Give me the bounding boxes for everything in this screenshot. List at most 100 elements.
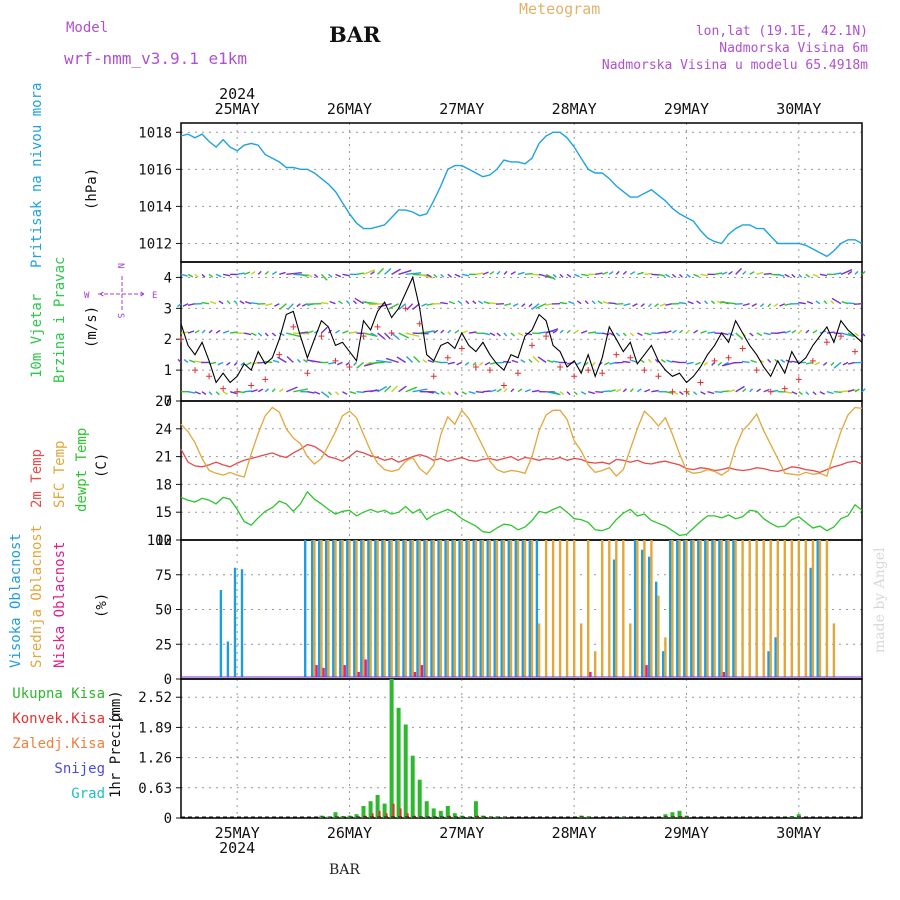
y-tick-label: 0.63 xyxy=(138,781,172,797)
wind-arrow xyxy=(349,331,358,334)
wind-arrow xyxy=(286,386,298,393)
x-day-label-bottom: 29MAY xyxy=(664,824,709,842)
wind-arrow xyxy=(363,269,376,276)
y-tick-label: 12 xyxy=(155,533,172,549)
wind-arrow xyxy=(842,361,849,366)
compass-arrows xyxy=(98,276,146,312)
wind-arrow xyxy=(658,273,666,277)
wind-arrow xyxy=(559,329,564,334)
wind-arrow xyxy=(489,302,498,305)
wind-gust-marker xyxy=(178,336,184,343)
precip-convective-bar xyxy=(392,803,395,818)
wind-arrow xyxy=(478,300,484,305)
cloud-bar xyxy=(657,595,660,677)
wind-arrow xyxy=(559,301,568,305)
temp-axis-title-3: dewpt Temp xyxy=(74,427,90,512)
wind-arrow xyxy=(665,330,672,334)
wind-arrow xyxy=(741,360,750,364)
wind-arrow xyxy=(693,273,700,278)
wind-arrow xyxy=(356,361,364,369)
wind-arrow xyxy=(658,331,666,334)
wind-arrow xyxy=(831,297,842,305)
wind-axis-title-2: Brzina i Pravac xyxy=(52,256,68,383)
wind-arrow xyxy=(440,391,445,396)
wind-arrow xyxy=(405,386,418,393)
wind-arrow xyxy=(521,303,526,308)
wind-arrow xyxy=(412,388,428,393)
precip-total-bar xyxy=(438,810,443,818)
wind-arrow xyxy=(608,271,614,275)
wind-arrow xyxy=(847,270,853,275)
cloud-bar xyxy=(767,651,770,677)
wind-arrow xyxy=(573,329,579,334)
wind-gust-marker xyxy=(430,373,437,380)
wind-arrow xyxy=(388,303,399,310)
pressure-axis-unit: (hPa) xyxy=(84,167,100,210)
wind-arrow xyxy=(391,385,398,393)
wind-arrow xyxy=(524,332,533,336)
wind-arrow xyxy=(615,388,622,393)
cloud-bar xyxy=(804,540,807,677)
wind-arrow xyxy=(510,271,516,275)
wind-arrow xyxy=(454,391,459,396)
wind-arrow xyxy=(440,329,445,334)
wind-arrow xyxy=(622,270,627,275)
wind-arrow xyxy=(447,273,452,278)
wind-arrow xyxy=(421,303,428,307)
cloud-bar xyxy=(655,581,658,677)
cloud-bar xyxy=(816,540,819,677)
wind-arrow xyxy=(277,356,287,363)
wind-arrow xyxy=(226,361,231,366)
wind-arrow xyxy=(717,361,723,366)
wind-arrow xyxy=(830,361,835,366)
wind-arrow xyxy=(679,391,684,396)
wind-arrow xyxy=(568,300,575,305)
wind-arrow xyxy=(573,391,578,396)
wind-arrow xyxy=(784,303,792,306)
wind-arrow xyxy=(496,332,501,337)
cloud-bar xyxy=(413,672,417,677)
wind-gust-marker xyxy=(795,376,802,383)
wind-arrow xyxy=(454,329,460,334)
wind-gust-marker xyxy=(234,388,241,395)
wind-arrow xyxy=(209,300,217,305)
wind-arrow xyxy=(798,391,803,396)
wind-arrow xyxy=(265,303,273,307)
wind-arrow xyxy=(854,303,863,305)
wind-arrow xyxy=(686,329,691,334)
y-tick-label: 18 xyxy=(155,477,172,493)
wind-arrow xyxy=(279,303,287,311)
wind-arrow xyxy=(609,361,617,365)
wind-arrow xyxy=(433,329,439,334)
cloud-bar xyxy=(458,540,461,677)
cloud-bar xyxy=(374,540,377,677)
wind-arrow xyxy=(482,271,489,276)
cloud-bar xyxy=(493,540,496,677)
wind-arrow xyxy=(566,391,571,396)
x-year-label-top: 2024 xyxy=(219,85,255,103)
wind-gust-marker xyxy=(374,323,381,330)
cloud-bar xyxy=(720,540,723,677)
wind-arrow xyxy=(749,332,754,337)
wind-arrow xyxy=(584,300,589,305)
precip-total-bar xyxy=(410,755,415,818)
wind-arrow xyxy=(384,385,392,393)
wind-arrow xyxy=(721,332,729,336)
wind-arrow xyxy=(791,273,796,278)
wind-arrow xyxy=(180,331,189,334)
cloud-bar xyxy=(420,665,424,677)
wind-arrow xyxy=(622,332,627,337)
wind-gust-marker xyxy=(444,354,451,361)
wind-gust-marker xyxy=(781,385,788,392)
wind-arrow xyxy=(665,303,673,306)
wind-gust-marker xyxy=(402,305,409,312)
wind-arrow xyxy=(244,390,253,393)
cloud-bar xyxy=(676,540,679,677)
wind-arrow xyxy=(495,303,504,305)
wind-gust-marker xyxy=(318,333,325,340)
wind-arrow xyxy=(362,301,378,305)
wind-gust-marker xyxy=(388,330,395,337)
cloud-bar xyxy=(418,540,421,677)
wind-arrow xyxy=(475,391,484,394)
wind-arrow xyxy=(208,329,213,334)
